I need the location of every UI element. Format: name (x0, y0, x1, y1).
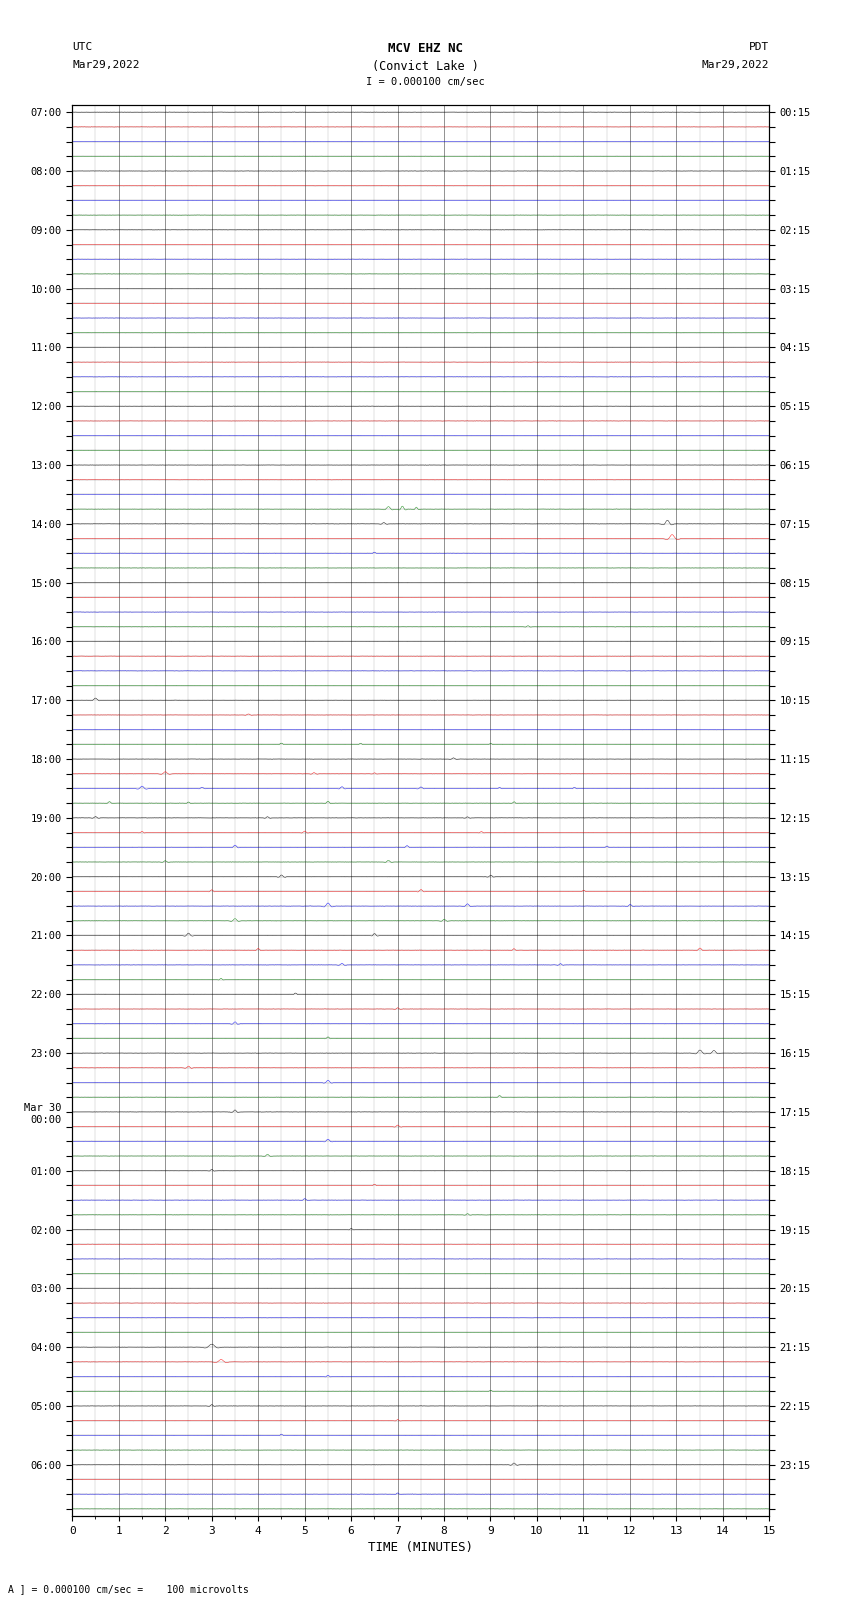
Text: PDT: PDT (749, 42, 769, 52)
X-axis label: TIME (MINUTES): TIME (MINUTES) (368, 1542, 473, 1555)
Text: MCV EHZ NC: MCV EHZ NC (388, 42, 462, 55)
Text: UTC: UTC (72, 42, 93, 52)
Text: Mar29,2022: Mar29,2022 (702, 60, 769, 69)
Text: Mar29,2022: Mar29,2022 (72, 60, 139, 69)
Text: (Convict Lake ): (Convict Lake ) (371, 60, 479, 73)
Text: A ] = 0.000100 cm/sec =    100 microvolts: A ] = 0.000100 cm/sec = 100 microvolts (8, 1584, 249, 1594)
Text: I = 0.000100 cm/sec: I = 0.000100 cm/sec (366, 77, 484, 87)
